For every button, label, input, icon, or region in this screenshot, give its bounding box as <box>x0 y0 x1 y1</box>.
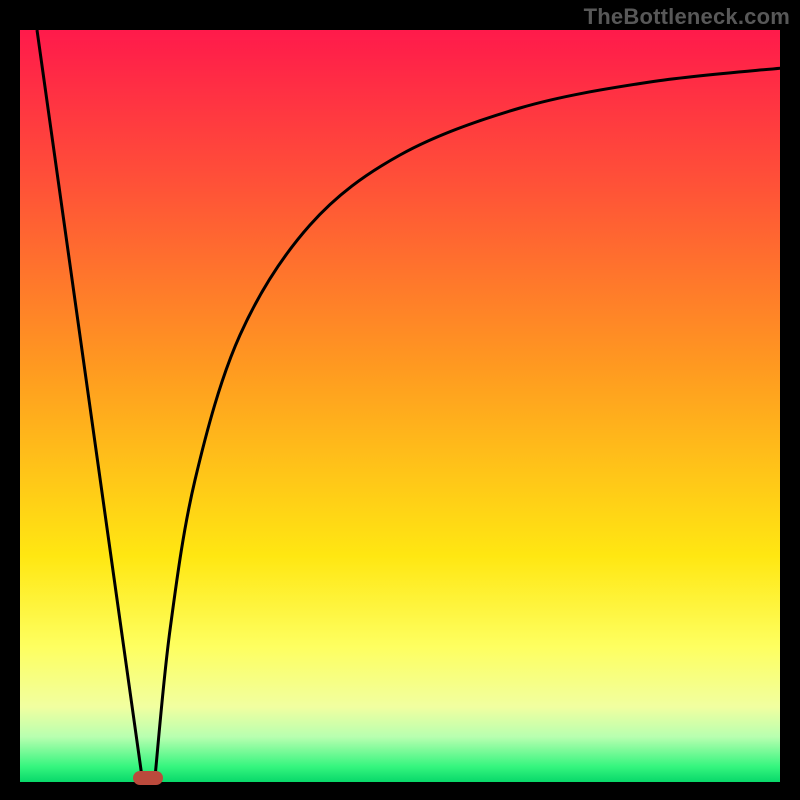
watermark-text: TheBottleneck.com <box>584 4 790 30</box>
optimal-point-marker <box>133 771 163 785</box>
chart-frame: TheBottleneck.com <box>0 0 800 800</box>
bottleneck-chart <box>20 30 780 782</box>
gradient-background <box>20 30 780 782</box>
